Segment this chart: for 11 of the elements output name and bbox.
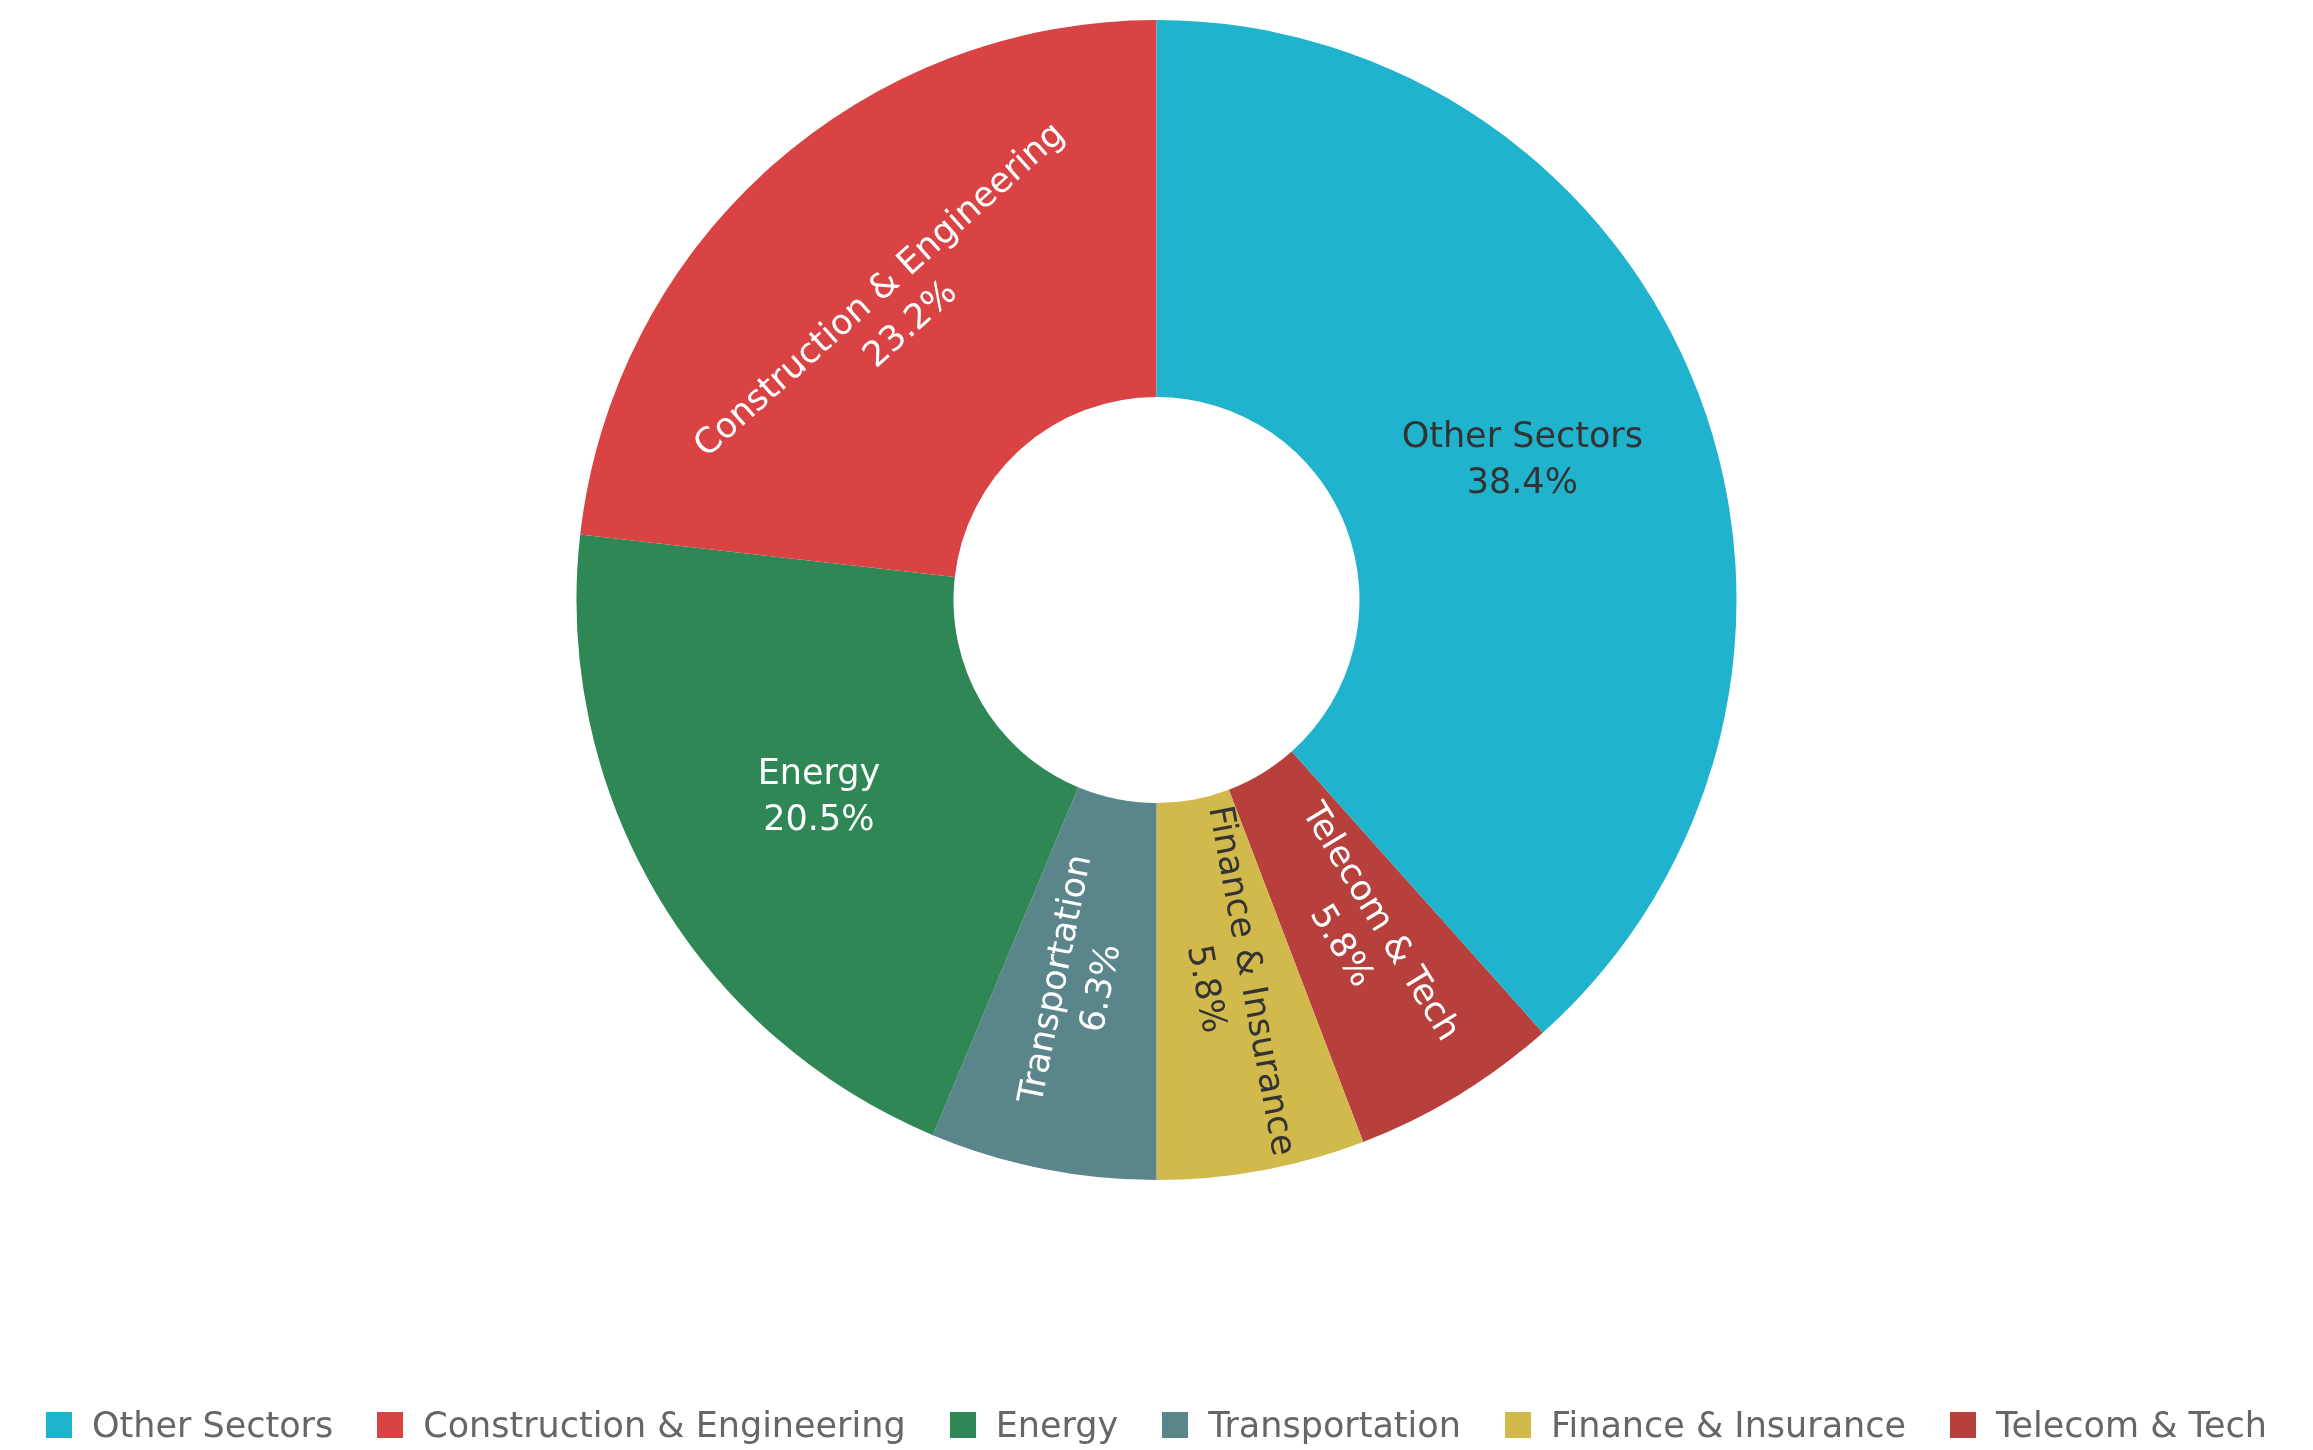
legend-label: Telecom & Tech	[1996, 1405, 2268, 1445]
legend-label: Transportation	[1208, 1405, 1461, 1445]
data-label: 20.5%	[763, 798, 875, 839]
legend-label: Finance & Insurance	[1550, 1405, 1907, 1445]
data-label: 38.4%	[1466, 460, 1578, 501]
slice-label: Energy	[757, 752, 881, 793]
legend-label: Construction & Engineering	[423, 1405, 906, 1445]
slice-label: Other Sectors	[1401, 414, 1643, 455]
data-label: 5.8%	[1179, 941, 1236, 1036]
legend-label: Energy	[995, 1405, 1119, 1445]
legend-label: Other Sectors	[91, 1405, 334, 1445]
